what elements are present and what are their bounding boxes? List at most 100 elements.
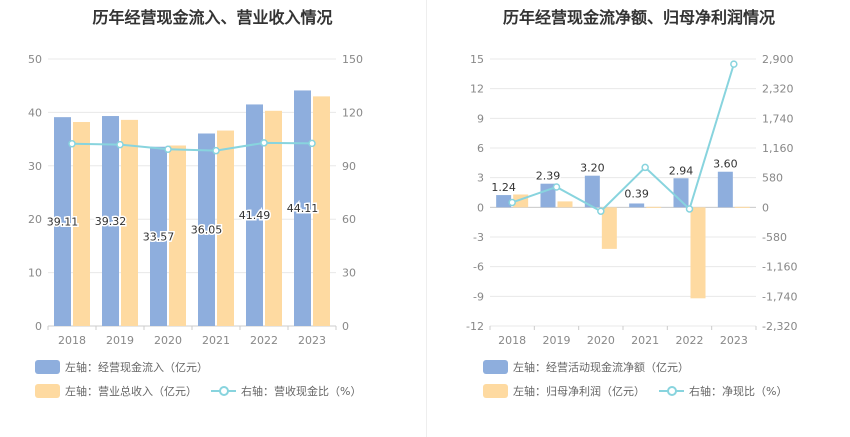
data-label: 3.60 (713, 158, 738, 171)
data-label: 2.39 (536, 170, 561, 183)
x-tick-label: 2020 (587, 334, 615, 347)
x-tick-label: 2019 (543, 334, 571, 347)
y-left-tick-label: -9 (473, 290, 484, 303)
bar-orange (169, 145, 186, 326)
data-label: 44.11 (287, 202, 319, 215)
y-left-tick-label: 6 (477, 142, 484, 155)
y-right-tick-label: -1,160 (762, 261, 797, 274)
bar-blue (629, 203, 645, 208)
legend-line-swatch (659, 384, 684, 398)
ratio-point (68, 139, 76, 148)
legend-label: 左轴：经营现金流入（亿元） (65, 361, 208, 374)
legend-swatch-blue (35, 360, 60, 374)
bar-blue (150, 146, 167, 326)
data-label: 36.05 (191, 224, 223, 237)
chart-title: 历年经营现金流入、营业收入情况 (92, 8, 333, 27)
bar-blue (102, 116, 119, 327)
y-right-tick-label: 1,160 (762, 142, 794, 155)
bar-orange (121, 119, 138, 326)
y-right-tick-label: 120 (342, 106, 363, 119)
data-label: 2.94 (669, 164, 694, 177)
bar-orange (734, 206, 750, 208)
y-left-tick-label: 3 (477, 172, 484, 185)
x-tick-label: 2022 (676, 334, 704, 347)
bar-orange (265, 110, 282, 326)
y-left-tick-label: 0 (35, 320, 42, 333)
y-right-tick-label: -580 (762, 231, 787, 244)
legend-item[interactable]: 右轴：营收现金比（%） (211, 383, 361, 399)
x-tick-label: 2022 (250, 334, 278, 347)
bar-orange (73, 122, 90, 327)
bar-blue (294, 90, 311, 326)
bar-blue (246, 104, 263, 327)
legend-label: 右轴：营收现金比（%） (241, 385, 362, 398)
y-left-tick-label: 15 (470, 53, 484, 66)
y-left-tick-label: 40 (28, 106, 42, 119)
legend-row: 左轴：归母净利润（亿元） 右轴：净现比（%） (483, 383, 801, 399)
legend-label: 右轴：净现比（%） (689, 385, 788, 398)
y-left-tick-label: 12 (470, 83, 484, 96)
bar-orange (557, 201, 573, 208)
ratio-point (641, 163, 649, 172)
legend-item[interactable]: 左轴：经营活动现金流净额（亿元） (483, 359, 689, 375)
y-right-tick-label: 1,740 (762, 112, 794, 125)
data-label: 39.11 (47, 216, 79, 229)
data-label: 3.20 (580, 162, 605, 175)
ratio-point (212, 146, 220, 155)
legend-swatch-orange (35, 384, 60, 398)
left-chart-panel: 历年经营现金流入、营业收入情况 0 0 10 30 20 60 30 90 40 120 50 150… (28, 8, 363, 399)
legend-label: 左轴：营业总收入（亿元） (65, 385, 197, 398)
legend-item[interactable]: 右轴：净现比（%） (659, 383, 787, 399)
legend-item[interactable]: 左轴：经营现金流入（亿元） (35, 359, 208, 375)
legend-swatch-orange (483, 384, 508, 398)
y-right-tick-label: 2,900 (762, 53, 794, 66)
bar-blue (496, 195, 512, 208)
ratio-point (116, 140, 124, 149)
ratio-point (308, 139, 316, 148)
legend-item[interactable]: 左轴：营业总收入（亿元） (35, 383, 197, 399)
x-tick-label: 2019 (106, 334, 134, 347)
x-tick-label: 2018 (498, 334, 526, 347)
right-chart-panel: 历年经营现金流净额、归母净利润情况 -12 -2,320 -9 -1,740 -6 -1,… (428, 0, 850, 437)
legend-line-swatch (211, 384, 236, 398)
y-left-tick-label: 50 (28, 53, 42, 66)
y-right-tick-label: 580 (762, 172, 783, 185)
ratio-point (260, 139, 268, 147)
y-right-tick-label: -1,740 (762, 290, 797, 303)
y-left-tick-label: -6 (473, 261, 484, 274)
y-right-tick-label: -2,320 (762, 320, 797, 333)
bar-orange (601, 207, 617, 249)
y-right-tick-label: 0 (342, 320, 349, 333)
ratio-point (552, 183, 561, 191)
y-left-tick-label: 9 (477, 112, 484, 125)
right-chart-plot: -12 -2,320 -9 -1,740 -6 -1,160 -3 -580 0 0 3 580 6 1,… (466, 53, 797, 347)
data-label: 1.24 (491, 181, 516, 194)
bar-blue (717, 171, 733, 208)
legend-label: 左轴：归母净利润（亿元） (513, 385, 645, 398)
bar-blue (673, 178, 689, 208)
bar-blue (54, 117, 71, 326)
legend-row: 左轴：经营现金流入（亿元） (35, 359, 222, 375)
ratio-point (508, 198, 516, 207)
ratio-point (597, 207, 605, 215)
legend-label: 左轴：经营活动现金流净额（亿元） (513, 361, 689, 374)
bar-orange (646, 206, 662, 208)
ratio-point (730, 60, 738, 68)
y-right-tick-label: 90 (342, 160, 356, 173)
x-tick-label: 2020 (154, 334, 182, 347)
ratio-line (511, 63, 735, 213)
panel-divider (426, 0, 427, 437)
y-left-tick-label: 30 (28, 160, 42, 173)
ratio-point (164, 145, 172, 153)
y-left-tick-label: 10 (28, 267, 42, 280)
x-tick-label: 2023 (720, 334, 748, 347)
y-right-tick-label: 150 (342, 53, 363, 66)
legend-item[interactable]: 左轴：归母净利润（亿元） (483, 383, 645, 399)
legend-row: 左轴：经营活动现金流净额（亿元） (483, 359, 703, 375)
data-label: 33.57 (143, 230, 175, 243)
bar-orange (313, 96, 330, 326)
y-left-tick-label: -12 (466, 320, 484, 333)
x-tick-label: 2021 (631, 334, 659, 347)
x-tick-label: 2021 (202, 334, 230, 347)
y-right-tick-label: 2,320 (762, 83, 794, 96)
